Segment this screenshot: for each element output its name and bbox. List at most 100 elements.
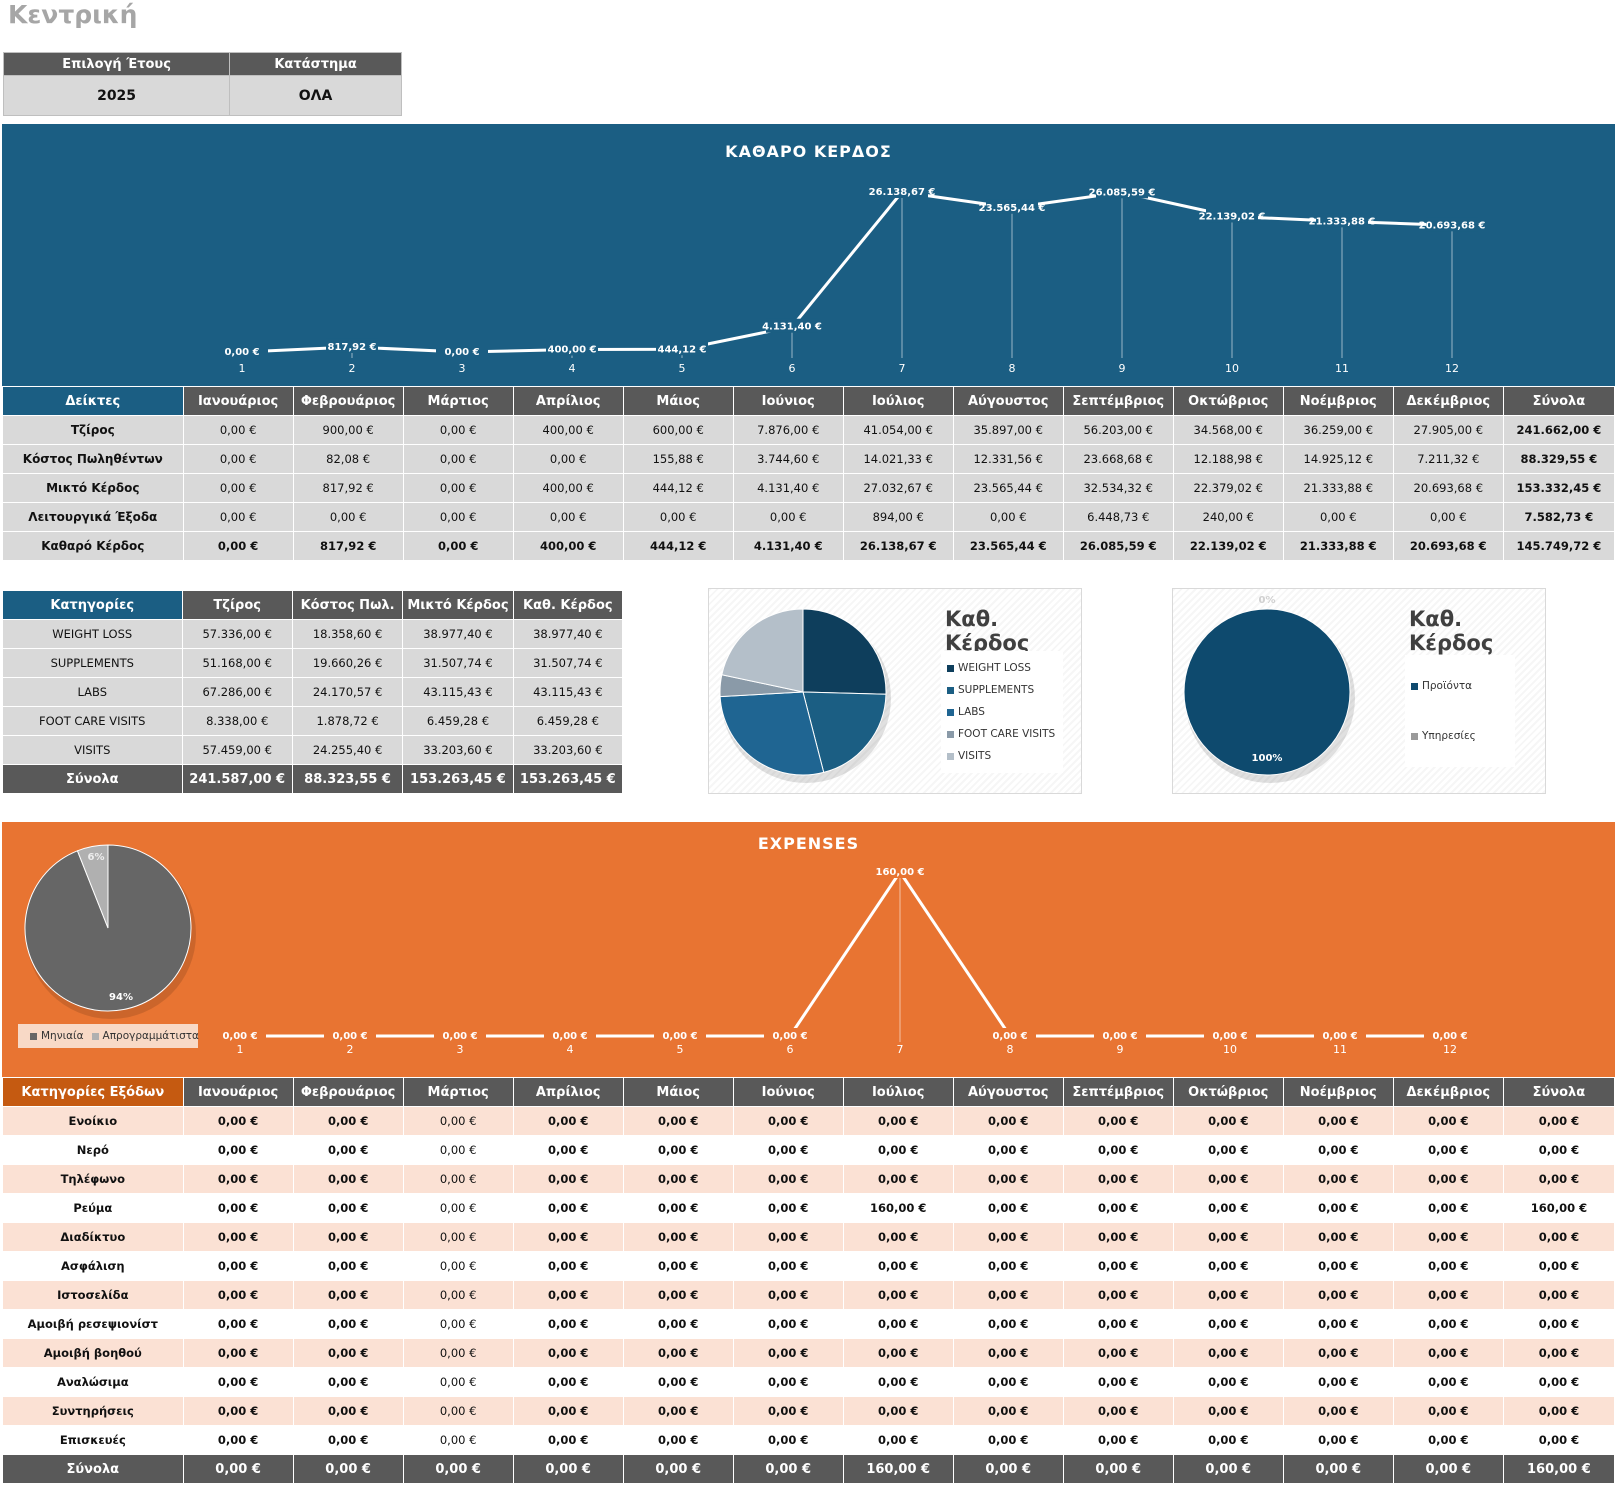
totals-cell: 0,00 € [1282, 1454, 1394, 1484]
legend-label: Απρογραμμάτιστα [102, 1030, 199, 1042]
column-header[interactable]: Φεβρουάριος [292, 1077, 404, 1107]
legend-item[interactable]: Προϊόντα [1411, 661, 1509, 711]
category-pie-card[interactable]: Καθ. Κέρδος WEIGHT LOSS SUPPLEMENTS LABS FO… [708, 588, 1082, 794]
column-header[interactable]: Οκτώβριος [1172, 1077, 1284, 1107]
table-cell: 0,00 € [292, 1280, 404, 1310]
year-select[interactable]: 2025 [2, 75, 231, 116]
table-cell: 0,00 € [1392, 1135, 1504, 1165]
pie-slice[interactable] [721, 608, 804, 693]
table-cell: 0,00 € [182, 1164, 294, 1194]
column-header[interactable]: Δεκέμβριος [1392, 1077, 1504, 1107]
row-label: Διαδίκτυο [2, 1222, 184, 1252]
table-cell: 0,00 € [292, 1425, 404, 1455]
slice-label: 6% [88, 852, 105, 863]
column-header[interactable]: Ιούνιος [732, 386, 844, 416]
column-header[interactable]: Κατηγορίες [2, 590, 183, 620]
table-cell: 0,00 € [1502, 1309, 1616, 1339]
column-header[interactable]: Σεπτέμβριος [1062, 386, 1174, 416]
column-header[interactable]: Νοέμβριος [1282, 1077, 1394, 1107]
row-label: Καθαρό Κέρδος [2, 531, 184, 561]
table-cell: 0,00 € [842, 1106, 954, 1136]
pie-slice[interactable] [802, 608, 887, 695]
category-pie-svg [719, 608, 891, 783]
pie-slice[interactable] [24, 844, 192, 1012]
pie-slice[interactable] [719, 691, 825, 776]
legend-item[interactable]: SUPPLEMENTS [947, 679, 1057, 701]
table-cell: 0,00 € [1392, 1164, 1504, 1194]
column-header[interactable]: Δεκέμβριος [1392, 386, 1504, 416]
pie-slice[interactable] [76, 844, 109, 929]
table-cell: 0,00 € [1502, 1164, 1616, 1194]
column-header[interactable]: Απρίλιος [512, 386, 624, 416]
table-cell: 0,00 € [402, 1164, 514, 1194]
row-label: Μικτό Κέρδος [2, 473, 184, 503]
legend-item[interactable]: LABS [947, 701, 1057, 723]
pie-slice[interactable] [1183, 608, 1351, 776]
table-cell: 0,00 € [402, 502, 514, 532]
column-header[interactable]: Σύνολα [1502, 386, 1616, 416]
x-tick-label: 12 [1445, 362, 1459, 375]
table-row: Ιστοσελίδα 0,00 €0,00 €0,00 €0,00 €0,00 €… [2, 1280, 1616, 1310]
data-label: 0,00 € [1322, 1031, 1357, 1042]
table-cell: 24.255,40 € [291, 735, 404, 765]
legend-item[interactable]: Μηνιαία [30, 1030, 84, 1042]
type-pie-card[interactable]: 100% 0% Καθ. Κέρδος Προϊόντα Υπηρεσίες [1172, 588, 1546, 794]
column-header[interactable]: Οκτώβριος [1172, 386, 1284, 416]
legend-item[interactable]: Υπηρεσίες [1411, 711, 1509, 761]
table-cell: 0,00 € [1172, 1251, 1284, 1281]
legend-item[interactable]: VISITS [947, 745, 1057, 767]
column-header[interactable]: Μάιος [622, 1077, 734, 1107]
table-cell: 0,00 € [1502, 1280, 1616, 1310]
column-header[interactable]: Ιανουάριος [182, 1077, 294, 1107]
data-label: 4.131,40 € [762, 322, 822, 333]
legend-item[interactable]: WEIGHT LOSS [947, 657, 1057, 679]
x-tick-label: 1 [237, 1043, 244, 1056]
row-label: Κόστος Πωληθέντων [2, 444, 184, 474]
column-header[interactable]: Κόστος Πωλ. [291, 590, 404, 620]
store-select[interactable]: ΟΛΑ [229, 75, 402, 116]
table-cell: 0,00 € [402, 1309, 514, 1339]
column-header[interactable]: Ιούλιος [842, 1077, 954, 1107]
column-header[interactable]: Αύγουστος [952, 1077, 1064, 1107]
column-header[interactable]: Φεβρουάριος [292, 386, 404, 416]
legend-item[interactable]: Απρογραμμάτιστα [91, 1030, 199, 1042]
column-header[interactable]: Απρίλιος [512, 1077, 624, 1107]
totals-cell: 241.587,00 € [181, 764, 293, 794]
table-cell: 14.925,12 € [1282, 444, 1394, 474]
table-cell: 0,00 € [732, 1367, 844, 1397]
column-header[interactable]: Καθ. Κέρδος [512, 590, 624, 620]
x-tick-label: 3 [459, 362, 466, 375]
data-label: 21.333,88 € [1309, 216, 1376, 227]
table-cell: 0,00 € [622, 1338, 734, 1368]
table-cell: 20.693,68 € [1392, 531, 1504, 561]
column-header[interactable]: Μάρτιος [402, 1077, 514, 1107]
table-cell: 155,88 € [622, 444, 734, 474]
table-cell: 0,00 € [732, 1425, 844, 1455]
table-cell: 0,00 € [1172, 1135, 1284, 1165]
column-header[interactable]: Κατηγορίες Εξόδων [2, 1077, 184, 1107]
table-row: Αναλώσιμα 0,00 €0,00 €0,00 €0,00 €0,00 €0… [2, 1367, 1616, 1397]
column-header[interactable]: Μικτό Κέρδος [402, 590, 514, 620]
column-header[interactable]: Σύνολα [1502, 1077, 1616, 1107]
column-header[interactable]: Νοέμβριος [1282, 386, 1394, 416]
column-header[interactable]: Μάιος [622, 386, 734, 416]
column-header[interactable]: Δείκτες [2, 386, 184, 416]
data-label: 22.139,02 € [1199, 211, 1266, 222]
table-cell: 36.259,00 € [1282, 415, 1394, 445]
x-tick-label: 7 [897, 1043, 904, 1056]
table-cell: 6.448,73 € [1062, 502, 1174, 532]
column-header[interactable]: Μάρτιος [402, 386, 514, 416]
pie-slice[interactable] [802, 691, 887, 773]
column-header[interactable]: Ιούλιος [842, 386, 954, 416]
column-header[interactable]: Ιούνιος [732, 1077, 844, 1107]
column-header[interactable]: Σεπτέμβριος [1062, 1077, 1174, 1107]
column-header[interactable]: Αύγουστος [952, 386, 1064, 416]
data-label: 0,00 € [444, 347, 479, 358]
x-tick-label: 4 [567, 1043, 574, 1056]
column-header[interactable]: Τζίρος [181, 590, 293, 620]
table-cell: 31.507,74 € [512, 648, 624, 678]
legend-item[interactable]: FOOT CARE VISITS [947, 723, 1057, 745]
column-header[interactable]: Ιανουάριος [182, 386, 294, 416]
table-cell: 0,00 € [292, 1135, 404, 1165]
table-cell: 0,00 € [1282, 1193, 1394, 1223]
